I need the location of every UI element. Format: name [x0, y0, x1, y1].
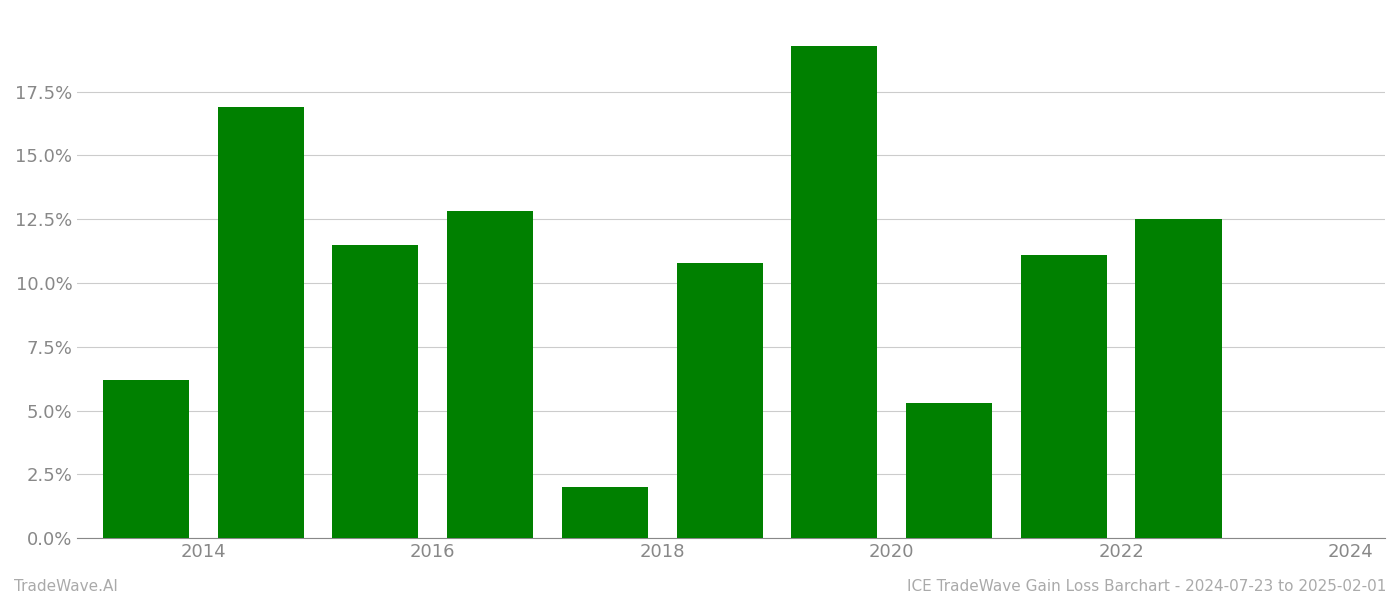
Text: TradeWave.AI: TradeWave.AI — [14, 579, 118, 594]
Bar — [676, 263, 763, 538]
Bar — [906, 403, 993, 538]
Text: ICE TradeWave Gain Loss Barchart - 2024-07-23 to 2025-02-01: ICE TradeWave Gain Loss Barchart - 2024-… — [907, 579, 1386, 594]
Bar — [332, 245, 419, 538]
Bar — [1135, 219, 1222, 538]
Bar — [1021, 255, 1107, 538]
Bar — [447, 211, 533, 538]
Bar — [104, 380, 189, 538]
Bar — [791, 46, 878, 538]
Bar — [217, 107, 304, 538]
Bar — [561, 487, 648, 538]
